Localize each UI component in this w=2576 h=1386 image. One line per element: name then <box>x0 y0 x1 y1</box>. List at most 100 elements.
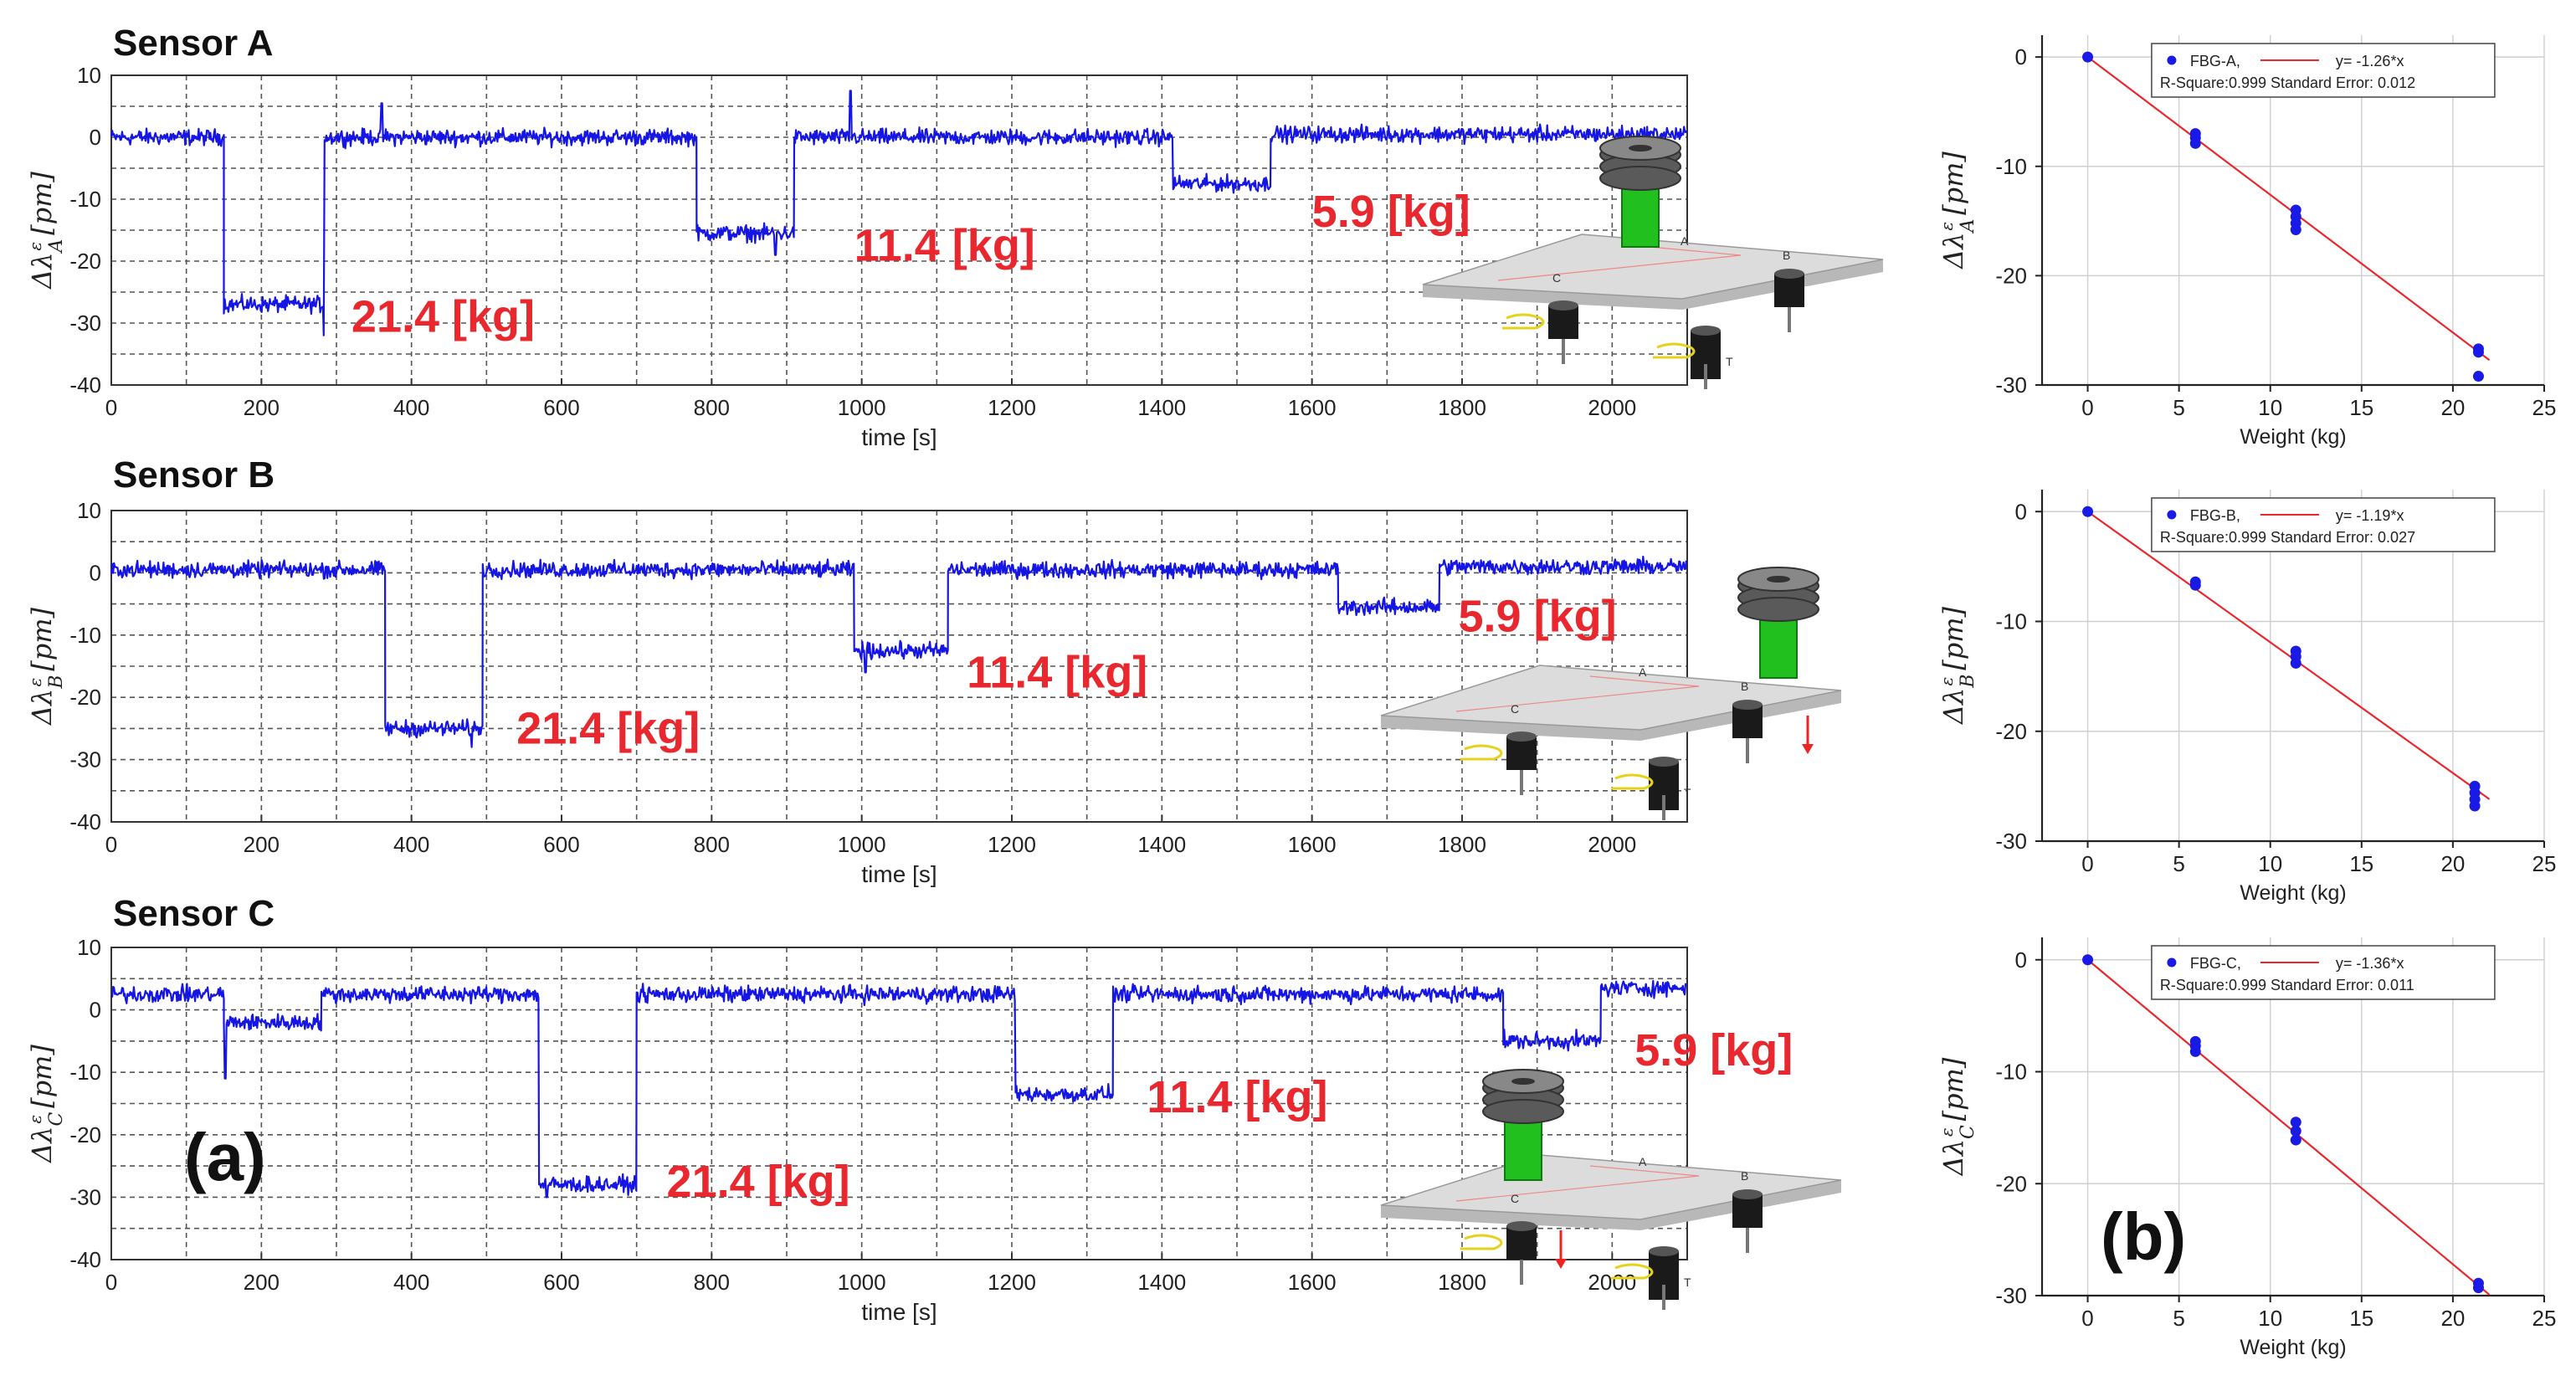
x-tick-label: 1600 <box>1288 832 1337 857</box>
x-axis-label: time [s] <box>861 424 936 450</box>
x-tick-label: 1800 <box>1438 832 1486 857</box>
y-tick-label: 0 <box>2015 947 2027 973</box>
y-axis-label: ΔλAε[pm] <box>25 172 67 290</box>
support-leg-top <box>1506 732 1537 742</box>
legend-fit: y= -1.36*x <box>2336 955 2404 972</box>
x-tick-label: 800 <box>694 1270 730 1295</box>
data-point <box>2472 1282 2484 1294</box>
x-tick-label: 1600 <box>1288 395 1337 420</box>
data-point <box>2082 954 2094 966</box>
corner-label: T <box>1684 1276 1691 1289</box>
platform-illustration-C: A B C T <box>1380 1069 1842 1310</box>
y-tick-label: -20 <box>69 685 101 710</box>
support-leg-top <box>1774 269 1804 279</box>
axis-frame <box>110 510 1688 823</box>
x-tick-label: 10 <box>2258 851 2282 876</box>
support-leg <box>1506 737 1537 770</box>
x-tick-label: 200 <box>244 832 280 857</box>
y-tick-label: 10 <box>77 63 101 88</box>
x-tick-label: 600 <box>543 1270 579 1295</box>
fit-line <box>2086 511 2491 800</box>
y-axis-label-unit: [pm] <box>1937 151 1969 215</box>
y-tick-label: -10 <box>1995 1060 2027 1085</box>
axis-frame <box>110 74 1688 386</box>
y-axis-label-sup: ε <box>25 242 45 251</box>
weight-disc-hole <box>1511 1078 1535 1085</box>
weight-disc <box>1737 597 1819 622</box>
x-axis-label: Weight (kg) <box>2240 881 2346 905</box>
y-axis-label-sup: ε <box>1937 677 1957 686</box>
x-tick-label: 800 <box>694 832 730 857</box>
data-point <box>2189 137 2201 149</box>
plate-top <box>1380 1154 1842 1220</box>
weight-disc <box>1599 166 1681 191</box>
support-leg <box>1548 305 1578 339</box>
x-axis-label: Weight (kg) <box>2240 1336 2346 1359</box>
y-axis-label-sub: A <box>1958 219 1978 234</box>
y-tick-label: -10 <box>1995 609 2027 634</box>
data-point <box>2469 800 2481 812</box>
legend-box <box>2151 945 2496 1000</box>
x-tick-label: 1800 <box>1438 1270 1486 1295</box>
weight-annotation: 5.9 [kg] <box>1312 187 1470 237</box>
down-arrow-head-icon <box>1555 1259 1567 1269</box>
legend-marker <box>2167 957 2177 968</box>
green-load-cylinder <box>1504 1112 1542 1181</box>
weight-disc-hole <box>1629 145 1652 151</box>
y-axis-label-unit: [pm] <box>26 172 58 235</box>
y-axis-label-unit: [pm] <box>1937 606 1969 670</box>
x-tick-label: 1400 <box>1137 395 1186 420</box>
green-load-cylinder <box>1759 610 1798 679</box>
fiber-cable <box>1460 744 1503 761</box>
x-tick-label: 0 <box>2081 395 2093 420</box>
x-tick-label: 2000 <box>1588 1270 1636 1295</box>
x-tick-label: 1800 <box>1438 395 1486 420</box>
y-axis-label-sup: ε <box>25 1115 45 1124</box>
x-tick-label: 1000 <box>838 832 886 857</box>
y-tick-label: 0 <box>90 998 101 1023</box>
y-axis-label: ΔλBε[pm] <box>25 607 67 726</box>
plate-line <box>1497 254 1742 281</box>
y-tick-label: -40 <box>69 809 101 834</box>
corner-label: A <box>1681 234 1689 248</box>
y-tick-label: 0 <box>90 560 101 585</box>
x-tick-label: 1200 <box>988 1270 1036 1295</box>
panel-label-a: (a) <box>184 1120 266 1194</box>
chart-title: Sensor C <box>113 893 275 934</box>
x-tick-label: 15 <box>2349 395 2373 420</box>
x-tick-label: 20 <box>2440 851 2465 876</box>
support-leg-top <box>1649 1246 1679 1256</box>
y-tick-label: -20 <box>69 249 101 274</box>
x-tick-label: 25 <box>2532 851 2557 876</box>
legend-marker <box>2167 510 2177 520</box>
x-tick-label: 600 <box>543 832 579 857</box>
weight-annotation: 11.4 [kg] <box>1147 1072 1327 1122</box>
weight-annotation: 11.4 [kg] <box>967 647 1147 697</box>
x-tick-label: 10 <box>2258 395 2282 420</box>
y-tick-label: 0 <box>90 125 101 150</box>
y-tick-label: -10 <box>1995 154 2027 179</box>
y-tick-label: -10 <box>69 623 101 648</box>
support-leg-top <box>1732 1189 1763 1199</box>
x-tick-label: 5 <box>2173 851 2184 876</box>
legend-box <box>2151 497 2496 552</box>
y-tick-label: -30 <box>69 747 101 773</box>
corner-label: A <box>1639 665 1647 679</box>
platform-illustration-A: A B C T <box>1422 136 1884 389</box>
y-tick-label: 10 <box>77 498 101 523</box>
x-tick-label: 400 <box>393 395 429 420</box>
x-tick-label: 20 <box>2440 395 2465 420</box>
data-point <box>2082 506 2094 517</box>
y-tick-label: 0 <box>2015 44 2027 69</box>
time-series-chart-C: Sensor C 0 200 400 600 800 1000 1200 1400 1600 180… <box>25 893 1793 1325</box>
grid <box>111 75 1687 385</box>
x-tick-label: 400 <box>393 1270 429 1295</box>
x-tick-label: 600 <box>543 395 579 420</box>
y-axis-label: ΔλCε[pm] <box>1937 1057 1978 1177</box>
data-point <box>2290 1116 2301 1128</box>
y-axis-label-sub: C <box>1958 1125 1978 1139</box>
time-series-chart-B: Sensor B 0 200 400 600 800 1000 1200 1400 1600 180… <box>25 454 1688 887</box>
y-axis-label-sup: ε <box>1937 1127 1957 1137</box>
corner-label: B <box>1783 249 1790 262</box>
